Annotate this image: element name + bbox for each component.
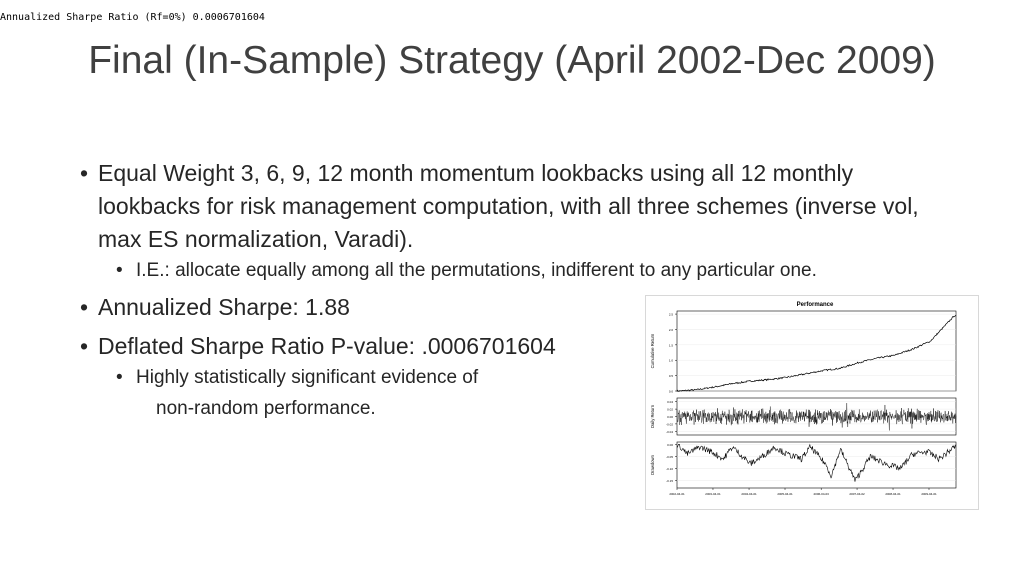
bullet-text: Deflated Sharpe Ratio P-value: .00067016… — [98, 333, 556, 359]
bullet-text: Annualized Sharpe: 1.88 — [98, 294, 350, 320]
x-tick-label: 2003-04-01 — [705, 492, 721, 496]
bullet-item: • Annualized Sharpe: 1.88 — [80, 291, 960, 324]
y-tick-label: 2.5 — [669, 313, 674, 317]
bullet-glyph: • — [116, 260, 123, 281]
sub-bullet-item: • Highly statistically significant evide… — [80, 363, 960, 392]
console-output-line: Annualized Sharpe Ratio (Rf=0%) 0.000670… — [0, 12, 265, 23]
series-line-cumulative-return — [676, 314, 957, 392]
sub-bullet-item: • I.E.: allocate equally among all the p… — [80, 256, 960, 285]
x-tick-label: 2004-04-01 — [741, 492, 757, 496]
y-tick-label: 2.0 — [669, 328, 674, 332]
chart-panel-frame — [676, 441, 957, 489]
x-tick-label: 2002-04-01 — [669, 492, 685, 496]
x-tick-label: 2006-04-03 — [814, 492, 830, 496]
chart-title: Performance — [797, 302, 834, 308]
y-tick-label: -0.15 — [666, 479, 673, 483]
bullet-text: Equal Weight 3, 6, 9, 12 month momentum … — [98, 160, 919, 252]
chart-border — [645, 295, 979, 510]
y-tick-label: -0.04 — [666, 430, 673, 434]
bullet-item: • Deflated Sharpe Ratio P-value: .000670… — [80, 330, 960, 363]
y-axis-label: Daily Return — [650, 404, 655, 428]
bullet-list: • Equal Weight 3, 6, 9, 12 month momentu… — [80, 157, 960, 425]
y-tick-label: -0.02 — [666, 422, 673, 426]
series-line-drawdown — [676, 443, 957, 482]
bullet-glyph: • — [80, 333, 89, 359]
bullet-item: • Equal Weight 3, 6, 9, 12 month momentu… — [80, 157, 960, 256]
y-tick-label: 0.0 — [669, 390, 674, 394]
slide-title: Final (In-Sample) Strategy (April 2002-D… — [88, 39, 936, 82]
y-tick-label: -0.05 — [666, 455, 673, 459]
y-axis-label: Cumulative Return — [650, 333, 655, 368]
bullet-glyph: • — [80, 160, 89, 186]
y-tick-label: 0.00 — [667, 443, 673, 447]
x-tick-label: 2008-04-01 — [885, 492, 901, 496]
x-tick-label: 2009-04-01 — [921, 492, 937, 496]
y-tick-label: -0.10 — [666, 467, 673, 471]
bullet-glyph: • — [80, 294, 89, 320]
x-tick-label: 2005-04-01 — [777, 492, 793, 496]
y-axis-label: Drawdown — [650, 454, 655, 474]
performance-chart: Performance 0.0 0.5 1.0 1.5 2.0 2.5 Cumulative… — [645, 295, 979, 510]
y-tick-label: 0.5 — [669, 374, 674, 378]
bullet-glyph: • — [116, 367, 123, 388]
series-line-daily-return — [676, 403, 957, 431]
sub-bullet-text: I.E.: allocate equally among all the per… — [136, 260, 817, 281]
y-tick-label: 0.00 — [667, 415, 673, 419]
sub-bullet-text: Highly statistically significant evidenc… — [136, 367, 479, 388]
x-tick-label: 2007-04-02 — [849, 492, 865, 496]
performance-chart-image: Performance 0.0 0.5 1.0 1.5 2.0 2.5 Cumulative… — [645, 295, 979, 510]
y-tick-label: 1.5 — [669, 343, 674, 347]
y-tick-label: 0.02 — [667, 408, 673, 412]
y-tick-label: 1.0 — [669, 359, 674, 363]
sub-bullet-continuation: non-random performance. — [156, 398, 376, 419]
y-tick-label: 0.04 — [667, 400, 673, 404]
